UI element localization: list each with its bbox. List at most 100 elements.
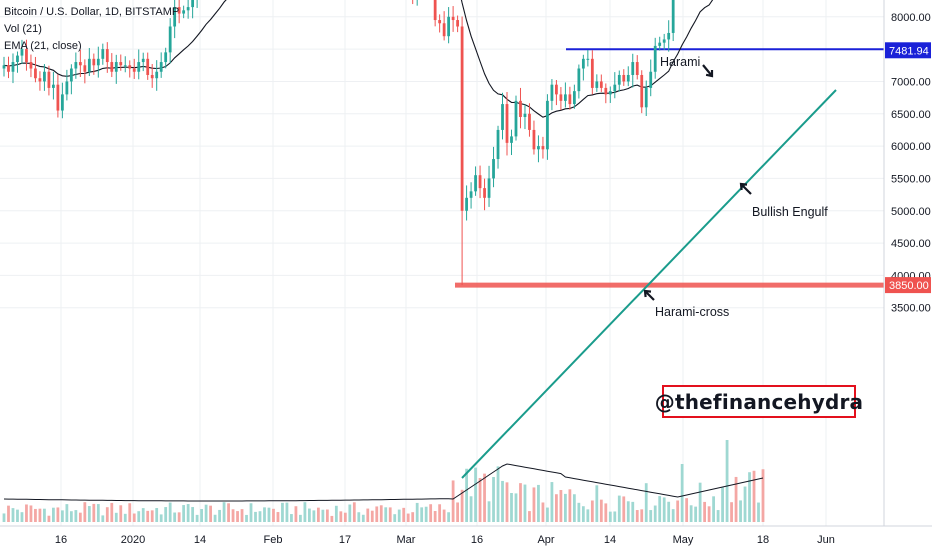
arrow-bullish-engulf xyxy=(740,183,752,195)
volume-bar xyxy=(496,466,500,522)
volume-bar xyxy=(240,509,244,522)
candle-body xyxy=(132,68,136,72)
volume-bar xyxy=(101,515,105,522)
volume-bar xyxy=(649,510,653,522)
candle xyxy=(164,47,168,69)
candle xyxy=(604,83,608,104)
candle xyxy=(487,165,491,207)
volume-bar xyxy=(254,511,257,522)
candle-body xyxy=(177,7,181,14)
candle-body xyxy=(550,84,554,101)
volume-bar xyxy=(132,513,136,522)
candle xyxy=(119,54,123,71)
candle-body xyxy=(671,0,675,33)
candle xyxy=(182,5,186,19)
candle xyxy=(626,66,630,87)
volume-bar xyxy=(2,513,6,522)
volume-bar xyxy=(721,487,724,522)
volume-bar xyxy=(343,512,347,522)
volume-average-line xyxy=(3,463,764,502)
volume-bar xyxy=(662,497,666,522)
volume-bar xyxy=(397,509,401,522)
candle xyxy=(671,0,675,42)
candle-body xyxy=(541,146,545,150)
volume-bar xyxy=(613,511,617,522)
volume-bar xyxy=(433,511,437,522)
candle-body xyxy=(65,81,69,95)
candle-body xyxy=(159,62,163,72)
candle-body xyxy=(635,62,639,75)
volume-bar xyxy=(321,509,325,522)
volume-bar xyxy=(119,505,123,522)
candle-body xyxy=(563,94,567,101)
candle-body xyxy=(501,104,504,130)
candle xyxy=(92,53,96,75)
volume-bar xyxy=(680,464,684,522)
time-tick-label: 2020 xyxy=(121,534,145,546)
price-tick-label: 4500.00 xyxy=(891,238,931,250)
volume-bar xyxy=(546,507,549,522)
volume-bar xyxy=(676,500,680,522)
candle xyxy=(105,42,109,73)
volume-bar xyxy=(339,511,343,522)
candle xyxy=(11,53,15,84)
volume-bar xyxy=(415,502,419,522)
candle-body xyxy=(604,87,608,95)
candle-body xyxy=(43,71,46,82)
candle xyxy=(510,129,513,156)
candle xyxy=(595,74,599,92)
candle xyxy=(514,95,518,141)
trendline xyxy=(461,89,837,479)
volume-bar xyxy=(361,514,365,522)
candle xyxy=(631,53,635,88)
arrow-harami-cross xyxy=(644,290,655,301)
volume-bar xyxy=(761,469,765,522)
candle xyxy=(492,146,495,188)
candle-body xyxy=(537,146,540,150)
volume-bar xyxy=(16,509,19,522)
volume-bar xyxy=(599,499,603,522)
candle xyxy=(416,0,418,6)
arrow-harami-head xyxy=(705,70,714,78)
candle xyxy=(501,92,504,140)
annotation-bullish-engulf: Bullish Engulf xyxy=(752,205,828,219)
candle-body xyxy=(442,23,446,37)
volume-bar xyxy=(743,486,747,522)
time-tick-label: 18 xyxy=(757,534,769,546)
candle-body xyxy=(164,52,168,63)
candle xyxy=(141,52,145,72)
volume-bar xyxy=(519,483,522,522)
candle-body xyxy=(523,113,527,118)
volume-bar xyxy=(231,509,235,522)
volume-bar xyxy=(447,512,451,522)
candle xyxy=(146,52,150,80)
candle-body xyxy=(631,62,635,75)
time-tick-label: 14 xyxy=(194,534,206,546)
candle-body xyxy=(447,16,451,37)
volume-bar xyxy=(137,511,141,522)
volume-bar xyxy=(222,502,226,522)
candle xyxy=(528,103,531,137)
volume-bar xyxy=(465,468,468,522)
candle xyxy=(586,49,590,67)
volume-bar xyxy=(698,482,702,522)
candle xyxy=(123,56,127,73)
volume-bar xyxy=(114,512,118,522)
candle-body xyxy=(60,94,64,111)
candle xyxy=(474,166,477,196)
volume-bar xyxy=(29,505,33,522)
candle xyxy=(451,6,455,32)
candle xyxy=(7,56,10,79)
candle xyxy=(550,79,554,111)
candle-body xyxy=(114,62,118,72)
candle xyxy=(60,82,64,119)
candle xyxy=(177,0,181,24)
volume-bar xyxy=(469,496,473,522)
volume-bar xyxy=(150,510,154,522)
candle-body xyxy=(11,62,15,72)
volume-bar xyxy=(272,508,275,522)
horizontal-levels xyxy=(455,48,884,288)
volume-bars xyxy=(2,440,765,522)
candle-body xyxy=(608,91,612,95)
candle xyxy=(568,86,572,110)
